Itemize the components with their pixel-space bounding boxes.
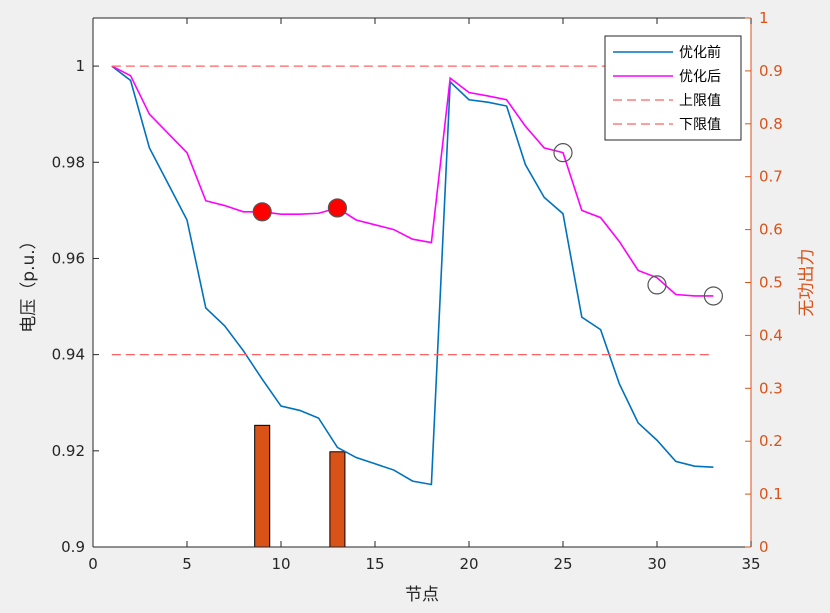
y-right-tick-label: 0.3: [759, 379, 783, 397]
legend-box: [604, 35, 742, 141]
bars-layer: [254, 424, 346, 548]
x-tick-label: 20: [459, 555, 478, 573]
y-right-tick-label: 1: [759, 9, 769, 27]
data-marker: [703, 286, 724, 306]
bar: [329, 451, 346, 548]
x-tick-label: 0: [88, 555, 98, 573]
y-left-tick-label: 0.92: [52, 442, 85, 460]
data-marker: [327, 198, 347, 218]
x-tick-label: 30: [647, 555, 666, 573]
y-right-tick-label: 0.1: [759, 485, 783, 503]
x-tick-label: 15: [365, 555, 384, 573]
y-right-tick-label: 0: [759, 538, 769, 556]
y-axis-right-label: 无功出力: [797, 249, 817, 317]
y-right-tick-label: 0.6: [759, 221, 783, 239]
legend-label: 优化后: [679, 69, 721, 85]
y-right-tick-label: 0.5: [759, 274, 783, 292]
y-right-tick-label: 0.8: [759, 115, 783, 133]
data-marker: [647, 275, 667, 295]
y-left-tick-label: 0.96: [52, 249, 85, 267]
series-line: [111, 65, 714, 297]
y-right-tick-label: 0.2: [759, 432, 783, 450]
ticks-layer: 0 5 10 15 20 25 30 350.90.920.940.960.98100.10.…: [52, 9, 783, 573]
x-tick-label: 10: [271, 555, 290, 573]
data-marker: [252, 202, 272, 222]
y-left-tick-label: 0.98: [52, 153, 85, 171]
y-right-tick-label: 0.7: [759, 168, 783, 186]
series-layer: [111, 65, 714, 486]
legend-label: 上限值: [679, 93, 721, 109]
x-tick-label: 25: [553, 555, 572, 573]
x-tick-label: 35: [741, 555, 760, 573]
series-line: [111, 65, 714, 486]
y-axis-left-label: 电压（p.u.）: [19, 232, 39, 332]
legend-label: 下限值: [679, 117, 721, 133]
y-right-tick-label: 0.9: [759, 62, 783, 80]
markers-layer: [252, 143, 724, 306]
x-tick-label: 5: [182, 555, 192, 573]
y-left-tick-label: 0.9: [61, 538, 85, 556]
data-marker: [553, 143, 573, 163]
x-axis-label: 节点: [405, 585, 439, 605]
legend-label: 优化前: [679, 44, 721, 61]
y-right-tick-label: 0.4: [759, 326, 783, 344]
bar: [254, 424, 271, 548]
y-left-tick-label: 1: [75, 57, 85, 75]
y-left-tick-label: 0.94: [52, 346, 85, 364]
